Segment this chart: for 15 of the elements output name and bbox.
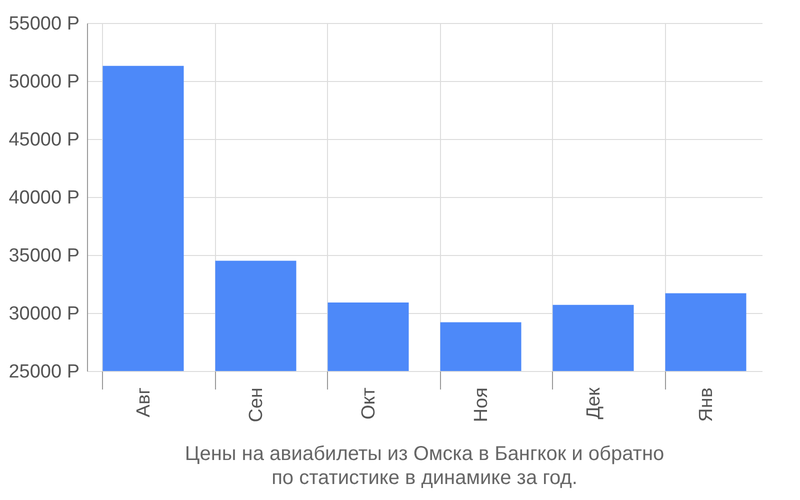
text: Цены на авиабилеты из Омска в Бангкок и обратно <box>184 442 664 465</box>
x-tick-label: Сен <box>246 388 267 422</box>
x-tick-label: Ноя <box>470 388 492 422</box>
y-tick-label: 50000 Р <box>8 72 80 92</box>
x-tick-label: Дек <box>583 386 604 420</box>
y-tick-label: 35000 Р <box>8 246 80 266</box>
y-tick-label: 30000 Р <box>8 304 80 324</box>
x-tick-label: Окт <box>358 387 380 420</box>
y-tick-label: 45000 Р <box>8 130 80 150</box>
x-tick-label: Авг <box>133 387 154 418</box>
text: по статистике в динамике за год. <box>272 466 578 489</box>
y-tick-label: 40000 Р <box>8 188 80 208</box>
x-tick-label: Янв <box>696 388 717 422</box>
y-tick-label: 55000 Р <box>8 14 80 34</box>
y-tick-label: 25000 Р <box>8 362 80 382</box>
